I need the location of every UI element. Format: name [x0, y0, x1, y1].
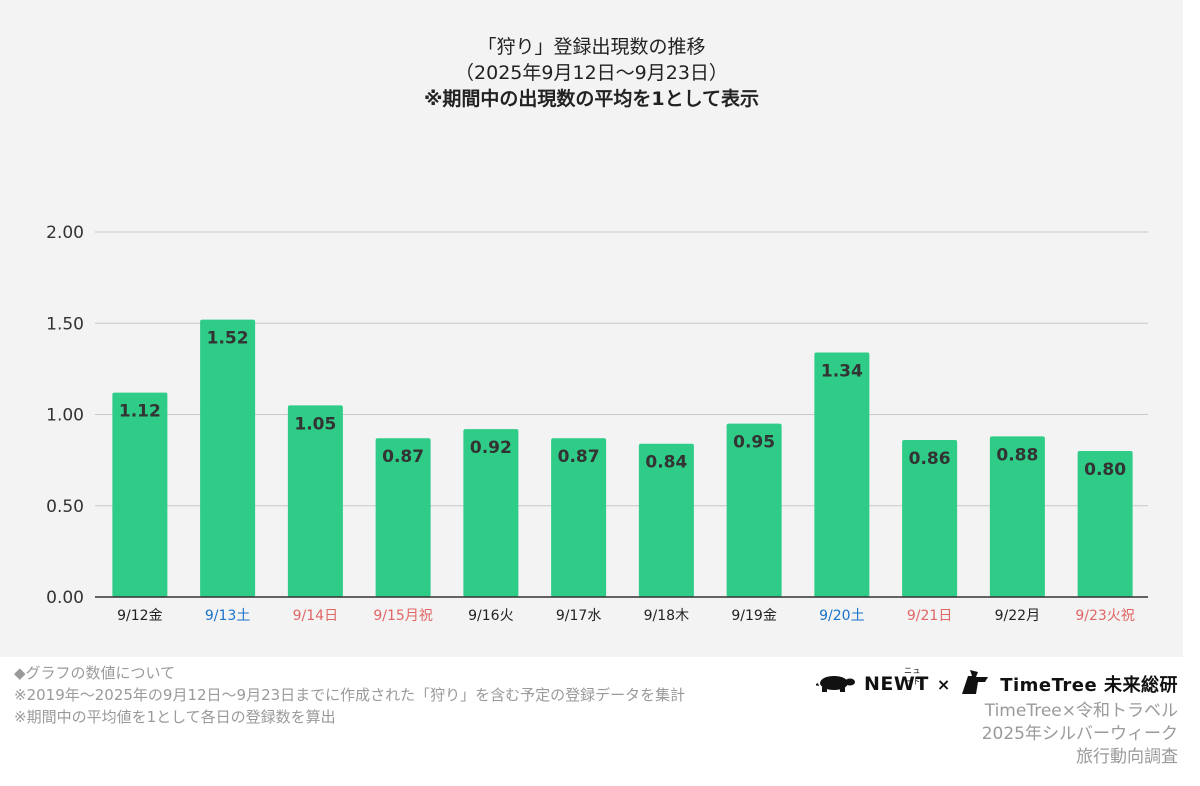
bar: [1077, 451, 1133, 597]
x-category-label: 9/22月: [995, 608, 1040, 624]
y-tick-label: 1.50: [46, 314, 84, 334]
bar: [902, 440, 958, 597]
survey-credit: TimeTree×令和トラベル 2025年シルバーウィーク 旅行動向調査: [982, 700, 1178, 769]
x-category-label: 9/12金: [117, 608, 162, 624]
x-category-label: 9/15月祝: [373, 608, 432, 624]
bar: [814, 352, 870, 597]
x-category-label: 9/13土: [205, 608, 250, 624]
bar-chart: 0.00 0.50 1.00 1.50 2.00 1.12 9/12金 1.52 9/13土 1.…: [46, 223, 1148, 624]
x-category-label: 9/19金: [731, 608, 776, 624]
notes-line-aggregation: ※2019年〜2025年の9月12日〜9月23日までに作成された「狩り」を含む予…: [14, 686, 686, 704]
newt-logo-ruby: ニュート: [904, 666, 921, 686]
bar-value-label: 0.92: [470, 438, 512, 458]
x-category-label: 9/18木: [644, 608, 689, 624]
credit-line-3: 旅行動向調査: [1076, 747, 1178, 767]
logo-cross: ×: [936, 674, 951, 694]
newt-logo: NEWT ニュート: [864, 666, 929, 695]
chart-panel: 「狩り」登録出現数の推移 （2025年9月12日〜9月23日） ※期間中の出現数…: [0, 0, 1183, 657]
timetree-logo-icon: [958, 668, 992, 700]
bar: [375, 438, 431, 597]
x-category-label: 9/20土: [819, 608, 864, 624]
bar-value-label: 1.05: [294, 414, 336, 434]
logo-row: NEWT ニュート × TimeTree 未来総研: [814, 666, 1178, 700]
x-category-label: 9/23火祝: [1075, 608, 1134, 624]
bar-value-label: 0.95: [733, 433, 775, 453]
notes: ◆グラフの数値について ※2019年〜2025年の9月12日〜9月23日までに作…: [14, 662, 685, 728]
chart-subtitle-note: ※期間中の出現数の平均を1として表示: [423, 88, 760, 110]
y-tick-label: 2.00: [46, 223, 84, 243]
bar: [200, 319, 256, 597]
x-category-label: 9/17水: [556, 608, 601, 624]
bar: [112, 392, 168, 597]
bar: [551, 438, 607, 597]
bar-value-label: 1.12: [119, 402, 161, 422]
bar-value-label: 0.80: [1084, 460, 1126, 480]
timetree-logo: TimeTree 未来総研: [1000, 675, 1178, 696]
bar-value-label: 0.87: [558, 447, 600, 467]
bar-value-label: 0.88: [996, 445, 1038, 465]
chart-title: 「狩り」登録出現数の推移: [477, 36, 706, 58]
bar-value-label: 1.52: [207, 329, 249, 349]
notes-heading: ◆グラフの数値について: [14, 664, 176, 682]
notes-line-method: ※期間中の平均値を1として各日の登録数を算出: [14, 708, 336, 726]
x-category-label: 9/21日: [907, 608, 952, 624]
bar: [989, 436, 1045, 597]
turtle-logo-icon: [814, 671, 856, 697]
credit-line-1: TimeTree×令和トラベル: [984, 701, 1178, 721]
x-category-label: 9/14日: [293, 608, 338, 624]
credit-line-2: 2025年シルバーウィーク: [981, 724, 1178, 744]
bar: [463, 429, 519, 597]
y-tick-label: 1.00: [46, 406, 84, 426]
y-tick-label: 0.50: [46, 497, 84, 517]
x-category-label: 9/16火: [468, 608, 513, 624]
bar: [287, 405, 343, 597]
bar: [638, 443, 694, 597]
bar-value-label: 1.34: [821, 361, 863, 381]
chart-subtitle-period: （2025年9月12日〜9月23日）: [455, 62, 728, 84]
bar-value-label: 0.84: [645, 453, 687, 473]
bar-value-label: 0.87: [382, 447, 424, 467]
y-tick-label: 0.00: [46, 588, 84, 608]
bar: [726, 423, 782, 597]
bar-value-label: 0.86: [909, 449, 951, 469]
